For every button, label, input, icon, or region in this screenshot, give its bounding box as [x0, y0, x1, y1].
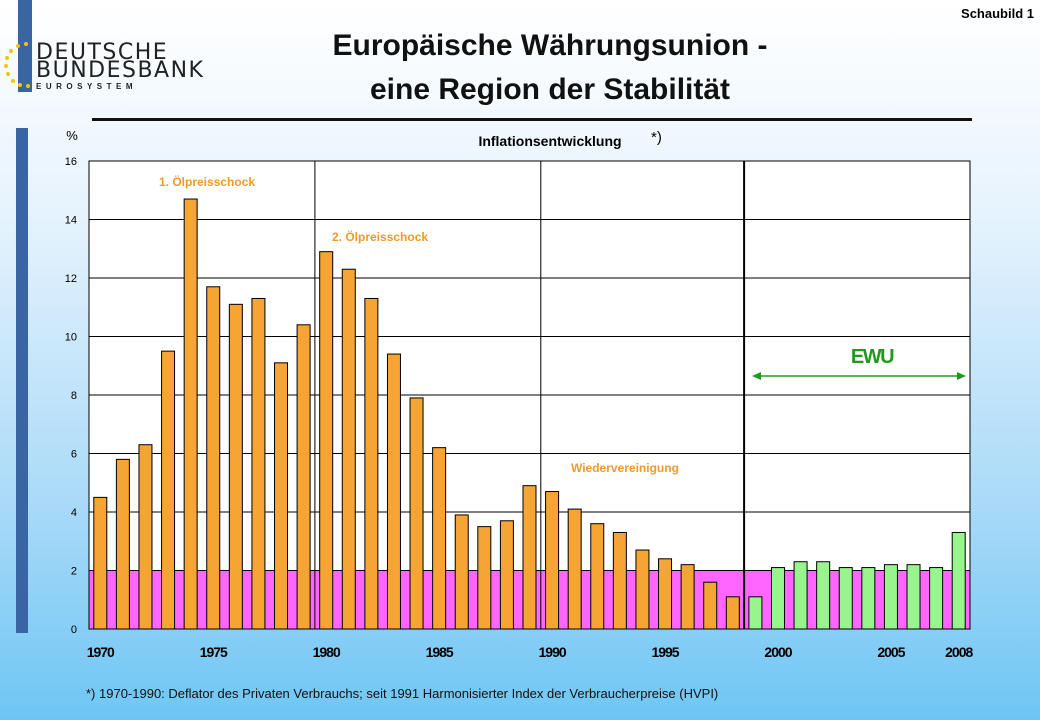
bar-1989	[522, 485, 537, 630]
bar-2003	[838, 567, 853, 630]
y-tick-label: 10	[65, 332, 77, 344]
x-tick-label: 1990	[539, 644, 567, 660]
side-accent-bar	[16, 128, 28, 633]
x-tick-label: 1985	[426, 644, 454, 660]
y-tick-label: 2	[71, 566, 77, 578]
bar-2006	[906, 564, 921, 630]
y-tick-label: 4	[71, 507, 77, 519]
bar-1975	[206, 286, 221, 630]
chart-title: Inflationsentwicklung	[478, 133, 621, 149]
bar-1998	[725, 596, 740, 630]
bar-1992	[590, 523, 605, 630]
bar-2001	[793, 561, 808, 630]
bar-1990	[545, 491, 560, 630]
annotation-second-oil-shock: 2. Ölpreisschock	[332, 229, 428, 244]
page-title-line2: eine Region der Stabilität	[369, 73, 731, 106]
logo-line-eurosystem: EUROSYSTEM	[36, 82, 138, 91]
x-tick-label: 1975	[200, 644, 228, 660]
bar-1984	[409, 397, 424, 630]
annotation-reunification: Wiedervereinigung	[571, 461, 679, 475]
chart-footnote: *) 1970-1990: Deflator des Privaten Verb…	[86, 686, 719, 701]
chart-title-note: *)	[651, 129, 662, 146]
bar-1994	[635, 549, 650, 630]
y-tick-label: 12	[65, 273, 77, 285]
x-tick-label: 1995	[651, 644, 679, 660]
bar-2005	[883, 564, 898, 630]
bar-2008	[951, 531, 966, 630]
annotation-emu: EWU	[851, 346, 894, 368]
bar-2000	[770, 567, 785, 630]
logo-line-bundesbank: BUNDESBANK	[36, 58, 205, 83]
annotation-first-oil-shock: 1. Ölpreisschock	[159, 174, 255, 189]
page-title-line1: Europäische Währungsunion -	[332, 29, 768, 62]
title-underline	[92, 118, 972, 121]
bar-1982	[364, 297, 379, 630]
bar-1993	[612, 531, 627, 630]
bar-1991	[567, 508, 582, 630]
bar-1977	[251, 297, 266, 630]
emu-arrow-head-right	[957, 372, 966, 380]
bar-1973	[161, 350, 176, 630]
x-tick-label: 2005	[877, 644, 905, 660]
bar-1980	[319, 251, 334, 630]
y-tick-label: 8	[71, 390, 77, 402]
bar-1997	[703, 581, 718, 630]
bar-1985	[432, 447, 447, 630]
x-tick-label: 2008	[945, 644, 973, 660]
bar-1976	[228, 303, 243, 630]
bar-1970	[93, 496, 108, 630]
bar-1995	[658, 558, 673, 630]
y-tick-label: 14	[65, 215, 77, 227]
bar-1999	[748, 596, 763, 630]
emu-arrow-head-left	[752, 372, 761, 380]
x-tick-label: 1980	[313, 644, 341, 660]
top-accent-bar	[18, 0, 32, 92]
bar-1981	[341, 268, 356, 630]
x-tick-label: 2000	[764, 644, 792, 660]
bar-2007	[929, 567, 944, 630]
plot-border	[88, 160, 971, 630]
slide-number-badge: Schaubild 1	[961, 6, 1034, 21]
bar-1971	[115, 458, 130, 630]
bar-1972	[138, 444, 153, 630]
eu-stars-icon	[4, 42, 30, 88]
bar-1974	[183, 198, 198, 630]
logo-line-deutsche: DEUTSCHE	[36, 40, 169, 65]
bar-1988	[499, 520, 514, 630]
y-axis-unit: %	[66, 128, 78, 143]
y-tick-label: 6	[71, 449, 77, 461]
bar-1979	[296, 324, 311, 630]
bar-1986	[454, 514, 469, 630]
x-tick-label: 1970	[87, 644, 115, 660]
bar-1996	[680, 564, 695, 630]
bar-2002	[816, 561, 831, 630]
bar-1983	[386, 353, 401, 630]
y-tick-label: 16	[65, 156, 77, 168]
bar-2004	[861, 567, 876, 630]
bar-1987	[477, 526, 492, 630]
bundesbank-logo: DEUTSCHE BUNDESBANK EUROSYSTEM	[0, 36, 203, 96]
bar-1978	[274, 362, 289, 630]
y-tick-label: 0	[71, 624, 77, 636]
